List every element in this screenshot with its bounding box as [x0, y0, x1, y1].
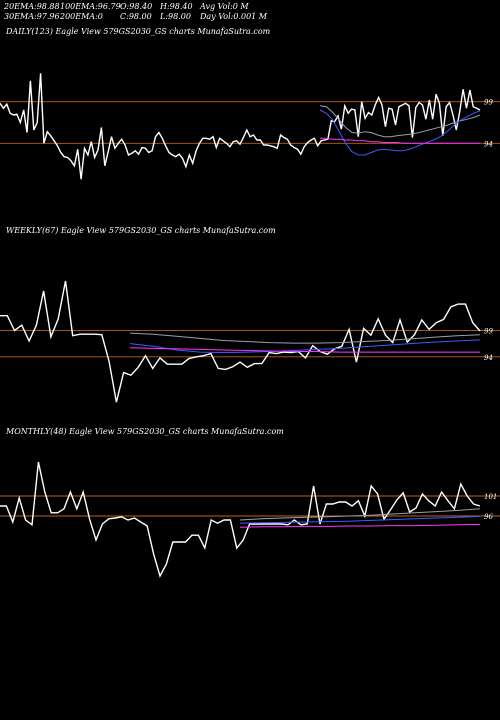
- ema200-readout: 200EMA:0: [60, 12, 103, 21]
- weekly-ema-magenta-line: [129, 347, 480, 353]
- daily-ema-gray-line: [319, 105, 481, 138]
- daily-tick-label: 99: [484, 99, 493, 107]
- weekly-ema-gray-line: [129, 332, 481, 344]
- ema30-readout: 30EMA:97.96: [4, 12, 60, 21]
- daily-ema-magenta-line: [320, 137, 480, 144]
- ema20-readout: 20EMA:98.88: [4, 2, 60, 11]
- daily-tick-label: 94: [484, 140, 493, 148]
- monthly-tick-label: 101: [484, 493, 497, 501]
- close-readout: C:98.00: [120, 12, 152, 21]
- open-readout: O:98.40: [120, 2, 153, 11]
- daily-chart-title: DAILY(123) Eagle View 579GS2030_GS chart…: [6, 27, 271, 36]
- daily-price-line: [0, 73, 481, 180]
- monthly-tick-label: 96: [484, 513, 493, 521]
- monthly-ema-gray-line: [239, 508, 481, 521]
- avg-vol-readout: Avg Vol:0 M: [200, 2, 249, 11]
- low-readout: L:98.00: [160, 12, 191, 21]
- weekly-chart: 99 94: [0, 280, 500, 403]
- weekly-ema-blue-line: [129, 339, 481, 354]
- weekly-tick-label: 99: [484, 327, 493, 335]
- weekly-tick-label: 94: [484, 354, 493, 362]
- high-readout: H:98.40: [160, 2, 193, 11]
- daily-ema-blue-line: [319, 109, 481, 156]
- monthly-chart-title: MONTHLY(48) Eagle View 579GS2030_GS char…: [6, 427, 284, 436]
- monthly-chart: 101 96: [0, 461, 500, 578]
- ema100-readout: 100EMA:96.79: [60, 2, 121, 11]
- monthly-price-line: [0, 461, 481, 578]
- monthly-ema-magenta-line: [239, 523, 481, 528]
- weekly-chart-title: WEEKLY(67) Eagle View 579GS2030_GS chart…: [6, 226, 276, 235]
- day-vol-readout: Day Vol:0.001 M: [200, 12, 267, 21]
- weekly-price-line: [0, 280, 481, 403]
- daily-chart: 99 94: [0, 73, 500, 180]
- monthly-ema-blue-line: [239, 515, 481, 524]
